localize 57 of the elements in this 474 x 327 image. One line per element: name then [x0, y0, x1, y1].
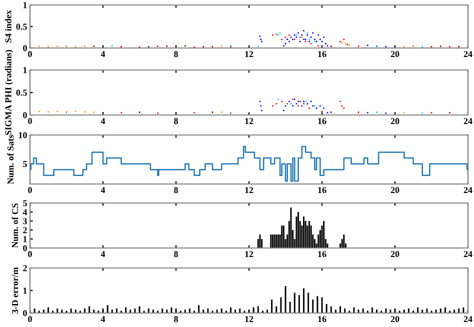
x-tick-label: 16 — [318, 118, 326, 124]
x-tick-label: 20 — [390, 251, 400, 258]
x-tick-label: 24 — [464, 316, 472, 322]
x-tick-label: 12 — [245, 251, 254, 258]
y-axis-title: S4 index — [4, 10, 12, 42]
x-tick-label: 0 — [28, 187, 32, 194]
x-tick-label: 8 — [174, 51, 178, 58]
x-tick-label: 16 — [318, 51, 326, 58]
x-tick-label: 0 — [28, 251, 32, 258]
x-tick-label: 20 — [390, 187, 400, 194]
y-axis-title: Num. of CS — [12, 203, 18, 248]
x-tick-label: 12 — [245, 118, 254, 124]
x-tick-label: 4 — [100, 118, 106, 124]
y-tick-label: 0.5 — [16, 24, 27, 30]
x-tick-label: 12 — [245, 187, 254, 194]
x-tick-label: 12 — [245, 316, 254, 322]
x-tick-label: 24 — [464, 51, 472, 58]
x-tick-label: 16 — [318, 251, 326, 258]
y-axis-title: Num. of Sats — [7, 135, 14, 184]
y-tick-label: 0 — [23, 112, 27, 118]
x-tick-label: 20 — [390, 51, 400, 58]
y-tick-label: 1 — [23, 236, 27, 242]
y-tick-label: 0 — [23, 245, 27, 252]
x-tick-label: 16 — [318, 316, 326, 322]
x-tick-label: 12 — [245, 51, 254, 58]
x-tick-label: 8 — [174, 187, 178, 194]
y-tick-label: 10 — [18, 132, 27, 138]
x-tick-label: 24 — [464, 251, 472, 258]
y-tick-label: 2 — [23, 227, 27, 234]
x-tick-label: 0 — [28, 118, 32, 124]
x-tick-label: 24 — [464, 187, 472, 194]
y-tick-label: 0 — [23, 310, 27, 316]
x-tick-label: 8 — [174, 251, 178, 258]
y-axis-title: SIGMA PHI (radians) — [4, 50, 14, 135]
y-tick-label: 0 — [23, 45, 27, 52]
x-tick-label: 0 — [28, 316, 32, 322]
y-axis-title: 3-D error/m — [12, 267, 18, 314]
x-tick-label: 20 — [390, 316, 400, 322]
y-tick-label: 5 — [23, 161, 27, 168]
x-tick-label: 4 — [100, 316, 106, 322]
x-tick-label: 20 — [390, 118, 400, 124]
x-tick-label: 4 — [100, 251, 106, 258]
x-tick-label: 8 — [174, 118, 178, 124]
y-tick-label: 4 — [22, 209, 28, 216]
x-tick-label: 4 — [100, 187, 106, 194]
y-tick-label: 2 — [23, 265, 27, 272]
y-tick-label: 5 — [23, 200, 27, 206]
y-tick-label: 1 — [23, 2, 27, 8]
x-tick-label: 16 — [318, 187, 326, 194]
y-tick-label: 0.5 — [16, 90, 27, 96]
x-tick-label: 24 — [464, 118, 472, 124]
y-tick-label: 1 — [23, 67, 27, 74]
x-tick-label: 0 — [28, 51, 32, 58]
y-tick-label: 3 — [23, 218, 27, 224]
y-tick-label: 1 — [23, 288, 27, 294]
x-tick-label: 4 — [100, 51, 106, 58]
x-tick-label: 8 — [174, 316, 178, 322]
